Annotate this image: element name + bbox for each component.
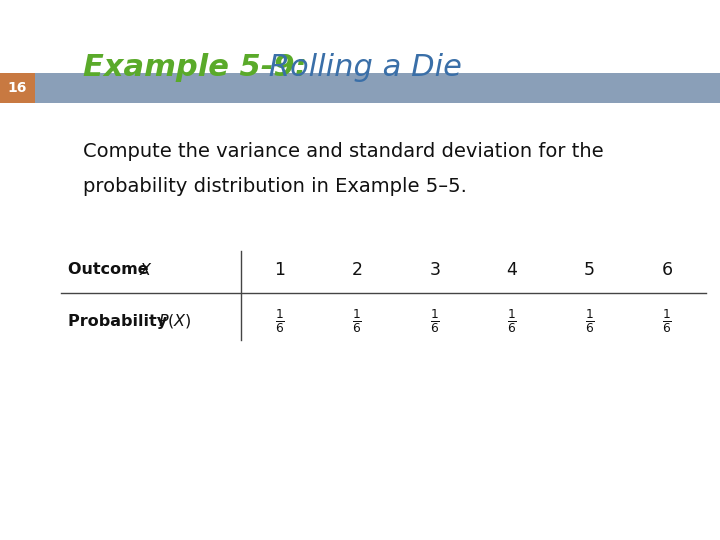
Text: 3: 3	[429, 261, 440, 279]
Text: $\frac{1}{6}$: $\frac{1}{6}$	[430, 307, 440, 335]
Text: 6: 6	[662, 261, 672, 279]
Text: Example 5-9:: Example 5-9:	[83, 53, 307, 82]
Text: $\frac{1}{6}$: $\frac{1}{6}$	[507, 307, 517, 335]
Text: 2: 2	[352, 261, 363, 279]
Text: $\frac{1}{6}$: $\frac{1}{6}$	[585, 307, 595, 335]
Text: Compute the variance and standard deviation for the: Compute the variance and standard deviat…	[83, 141, 603, 161]
Text: Outcome: Outcome	[68, 262, 155, 278]
Text: Probability: Probability	[68, 314, 173, 329]
Text: $\frac{1}{6}$: $\frac{1}{6}$	[662, 307, 672, 335]
Bar	[0, 73, 35, 103]
Text: $\frac{1}{6}$: $\frac{1}{6}$	[275, 307, 285, 335]
Text: $\frac{1}{6}$: $\frac{1}{6}$	[352, 307, 362, 335]
Text: $\mathbf{\mathit{X}}$: $\mathbf{\mathit{X}}$	[139, 262, 153, 278]
Bar	[0, 73, 720, 103]
Text: 16: 16	[8, 81, 27, 94]
Text: probability distribution in Example 5–5.: probability distribution in Example 5–5.	[83, 177, 467, 196]
Text: 1: 1	[274, 261, 285, 279]
Text: Rolling a Die: Rolling a Die	[259, 53, 462, 82]
Text: 4: 4	[507, 261, 518, 279]
Text: $\mathbf{\mathit{P(X)}}$: $\mathbf{\mathit{P(X)}}$	[158, 312, 192, 330]
Text: 5: 5	[584, 261, 595, 279]
